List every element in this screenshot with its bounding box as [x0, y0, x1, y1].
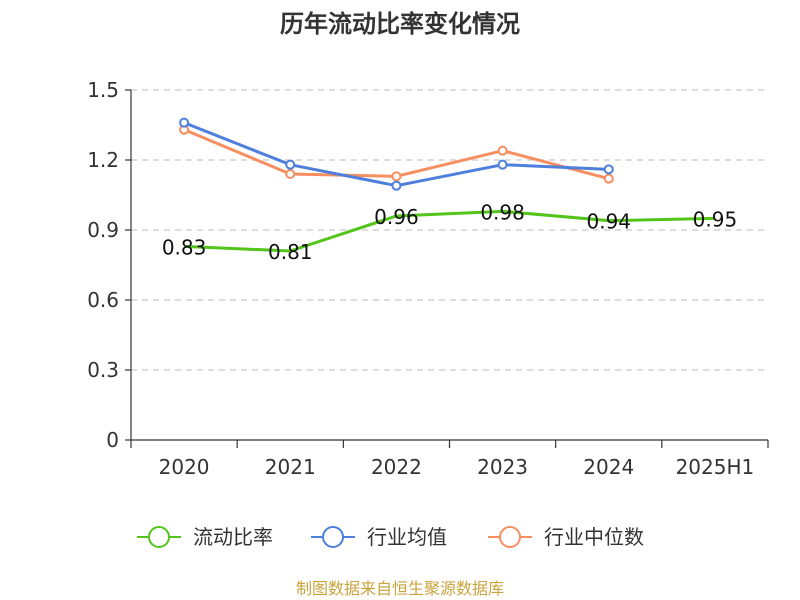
- legend-item[interactable]: 行业中位数: [488, 525, 644, 549]
- series-layer: [179, 117, 715, 253]
- y-tick-label: 0.3: [87, 358, 119, 382]
- legend-label: 行业均值: [367, 525, 447, 549]
- data-point: [179, 117, 190, 128]
- y-tick-label: 1.2: [87, 148, 119, 172]
- data-point: [603, 173, 614, 184]
- x-tick-label: 2022: [371, 455, 422, 479]
- legend-marker: [322, 526, 344, 548]
- data-point: [285, 159, 296, 170]
- grid: [131, 89, 768, 371]
- series-line: [183, 128, 610, 181]
- data-point: [285, 169, 296, 179]
- x-tick-label: 2020: [159, 455, 210, 479]
- y-tick-label: 0.9: [87, 218, 119, 242]
- legend-label: 行业中位数: [544, 525, 644, 549]
- y-tick-label: 1.5: [87, 78, 119, 102]
- y-tick-label: 0: [106, 428, 119, 452]
- y-tick-label: 0.6: [87, 288, 119, 312]
- legend-marker: [148, 526, 170, 548]
- data-label: 0.94: [586, 210, 631, 234]
- x-tick-label: 2025H1: [676, 455, 755, 479]
- chart-title: 历年流动比率变化情况: [280, 10, 520, 38]
- data-label: 0.96: [374, 205, 419, 229]
- legend-item[interactable]: 流动比率: [137, 525, 273, 549]
- data-label: 0.81: [268, 240, 313, 264]
- data-label: 0.83: [162, 235, 207, 259]
- data-point: [497, 145, 508, 156]
- x-tick-label: 2021: [265, 455, 316, 479]
- source-note: 制图数据来自恒生聚源数据库: [296, 579, 504, 598]
- data-point: [391, 171, 402, 182]
- axes: 0 0.3 0.6 0.9 1.2 1.5 2020 2021 2022 2023 2024 2025…: [87, 78, 769, 479]
- data-point: [603, 164, 614, 175]
- legend[interactable]: 流动比率 行业均值 行业中位数: [137, 525, 644, 549]
- legend-marker: [499, 526, 521, 548]
- data-labels: 0.83 0.81 0.96 0.98 0.94 0.95: [162, 200, 737, 264]
- data-point: [391, 180, 402, 191]
- data-label: 0.98: [480, 200, 525, 224]
- x-tick-label: 2023: [477, 455, 528, 479]
- data-point: [497, 159, 508, 170]
- x-tick-label: 2024: [583, 455, 634, 479]
- legend-label: 流动比率: [193, 525, 273, 549]
- series-line: [184, 209, 715, 253]
- data-label: 0.95: [693, 207, 738, 231]
- legend-item[interactable]: 行业均值: [311, 525, 447, 549]
